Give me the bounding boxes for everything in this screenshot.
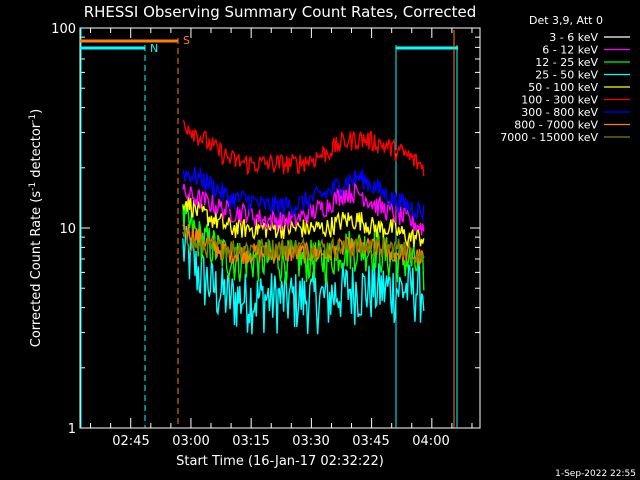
x-tick-label: 03:15 <box>232 434 269 449</box>
n-flag-label: N <box>150 42 158 55</box>
chart-title: RHESSI Observing Summary Count Rates, Co… <box>84 3 477 21</box>
legend-label: 7000 - 15000 keV <box>500 131 598 144</box>
series-line <box>182 120 425 176</box>
series-line <box>182 195 425 248</box>
legend-label: 25 - 50 keV <box>535 69 598 82</box>
legend-label: 800 - 7000 keV <box>514 119 598 132</box>
series-line <box>182 182 425 236</box>
x-tick-label: 03:30 <box>292 434 329 449</box>
x-tick-label: 02:45 <box>112 434 149 449</box>
y-axis-label: Corrected Count Rate (s-1 detector-1) <box>28 109 44 347</box>
series-line <box>182 166 425 221</box>
y-tick-label: 1 <box>68 422 76 437</box>
s-flag-label: S <box>183 34 190 47</box>
legend-label: 300 - 800 keV <box>521 106 598 119</box>
timestamp: 1-Sep-2022 22:55 <box>555 469 636 479</box>
legend-label: 100 - 300 keV <box>521 94 598 107</box>
x-axis-label: Start Time (16-Jan-17 02:32:22) <box>176 454 384 469</box>
legend-label: 50 - 100 keV <box>528 81 598 94</box>
series-line <box>182 226 425 264</box>
x-tick-label: 03:00 <box>172 434 209 449</box>
chart-marks: NS <box>80 28 480 429</box>
x-tick-label: 04:00 <box>412 434 449 449</box>
series-line <box>182 226 425 335</box>
legend-label: 6 - 12 keV <box>542 44 598 57</box>
y-tick-label: 10 <box>59 222 76 237</box>
legend-label: 3 - 6 keV <box>549 31 598 44</box>
legend-label: 12 - 25 keV <box>535 56 598 69</box>
legend-header: Det 3,9, Att 0 <box>529 14 603 27</box>
x-tick-label: 03:45 <box>352 434 389 449</box>
y-tick-label: 100 <box>51 22 76 37</box>
